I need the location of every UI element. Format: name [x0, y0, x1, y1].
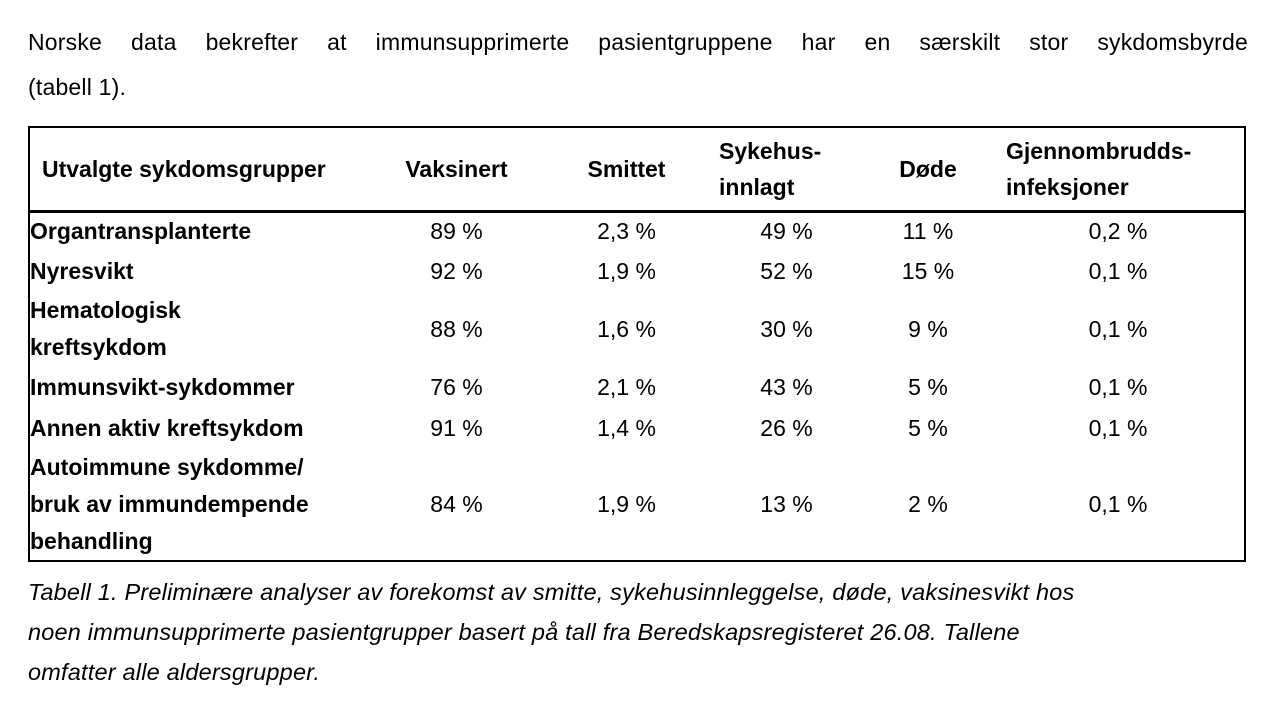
value-gjennombrudd: 0,1 % — [1088, 257, 1148, 284]
table-row: Organtransplanterte 89 % 2,3 % 49 % 11 %… — [29, 211, 1245, 251]
row-label: Organtransplanterte — [30, 218, 252, 245]
table-row: Nyresvikt 92 % 1,9 % 52 % 15 % 0,1 % — [29, 251, 1245, 291]
value-vaksinert: 88 % — [430, 315, 483, 342]
row-label: Autoimmune sykdomme/ bruk av immundempen… — [30, 454, 309, 554]
value-smittet: 1,4 % — [597, 414, 656, 441]
value-gjennombrudd: 0,1 % — [1088, 373, 1148, 400]
value-vaksinert: 76 % — [430, 373, 483, 400]
value-smittet: 2,1 % — [597, 373, 656, 400]
value-sykehusinnlagt: 52 % — [760, 257, 813, 284]
value-gjennombrudd: 0,1 % — [1088, 414, 1148, 441]
intro-paragraph: Norske data bekrefter at immunsupprimert… — [28, 20, 1248, 110]
value-dode: 9 % — [908, 315, 948, 342]
column-header-sykehusinnlagt: Sykehus- innlagt — [709, 127, 864, 213]
value-vaksinert: 89 % — [430, 218, 483, 245]
caption-line-1: Tabell 1. Preliminære analyser av foreko… — [28, 579, 1075, 605]
value-dode: 11 % — [902, 218, 954, 245]
value-gjennombrudd: 0,1 % — [1088, 315, 1148, 342]
column-header-dode: Døde — [864, 127, 992, 213]
table-row: Annen aktiv kreftsykdom 91 % 1,4 % 26 % … — [29, 407, 1245, 449]
value-dode: 5 % — [908, 373, 948, 400]
value-dode: 2 % — [908, 491, 948, 517]
value-smittet: 1,6 % — [597, 315, 656, 342]
table-row: Autoimmune sykdomme/ bruk av immundempen… — [29, 449, 1245, 561]
column-header-vaksinert: Vaksinert — [369, 127, 544, 213]
value-sykehusinnlagt: 13 % — [760, 491, 813, 517]
value-vaksinert: 92 % — [430, 257, 483, 284]
value-smittet: 1,9 % — [597, 491, 656, 517]
value-sykehusinnlagt: 49 % — [760, 218, 813, 245]
row-label: Immunsvikt-sykdommer — [30, 373, 295, 400]
caption-line-3: omfatter alle aldersgrupper. — [28, 659, 321, 685]
intro-line-1: Norske data bekrefter at immunsupprimert… — [28, 29, 1248, 55]
value-smittet: 1,9 % — [597, 257, 656, 284]
value-gjennombrudd: 0,1 % — [1088, 491, 1148, 517]
column-header-smittet: Smittet — [544, 127, 709, 213]
value-vaksinert: 91 % — [430, 414, 483, 441]
value-smittet: 2,3 % — [597, 218, 656, 245]
table-header-row: Utvalgte sykdomsgrupper Vaksinert Smitte… — [29, 127, 1245, 213]
value-sykehusinnlagt: 26 % — [760, 414, 813, 441]
table-caption: Tabell 1. Preliminære analyser av foreko… — [28, 572, 1248, 692]
disease-groups-table: Utvalgte sykdomsgrupper Vaksinert Smitte… — [28, 126, 1246, 562]
value-dode: 5 % — [908, 414, 948, 441]
value-gjennombrudd: 0,2 % — [1088, 218, 1148, 245]
value-vaksinert: 84 % — [430, 491, 483, 517]
value-dode: 15 % — [901, 257, 955, 284]
row-label: Nyresvikt — [30, 257, 134, 284]
table-row: Hematologisk kreftsykdom 88 % 1,6 % 30 %… — [29, 291, 1245, 367]
row-label: Hematologisk kreftsykdom — [30, 297, 181, 360]
column-header-sykdomsgrupper: Utvalgte sykdomsgrupper — [29, 127, 369, 213]
value-sykehusinnlagt: 30 % — [760, 315, 813, 342]
row-label: Annen aktiv kreftsykdom — [30, 414, 304, 441]
intro-line-2: (tabell 1). — [28, 74, 127, 100]
table-row: Immunsvikt-sykdommer 76 % 2,1 % 43 % 5 %… — [29, 367, 1245, 407]
caption-line-2: noen immunsupprimerte pasientgrupper bas… — [28, 619, 1020, 645]
column-header-gjennombruddsinfeksjoner: Gjennombrudds- infeksjoner — [992, 127, 1245, 213]
value-sykehusinnlagt: 43 % — [760, 373, 813, 400]
